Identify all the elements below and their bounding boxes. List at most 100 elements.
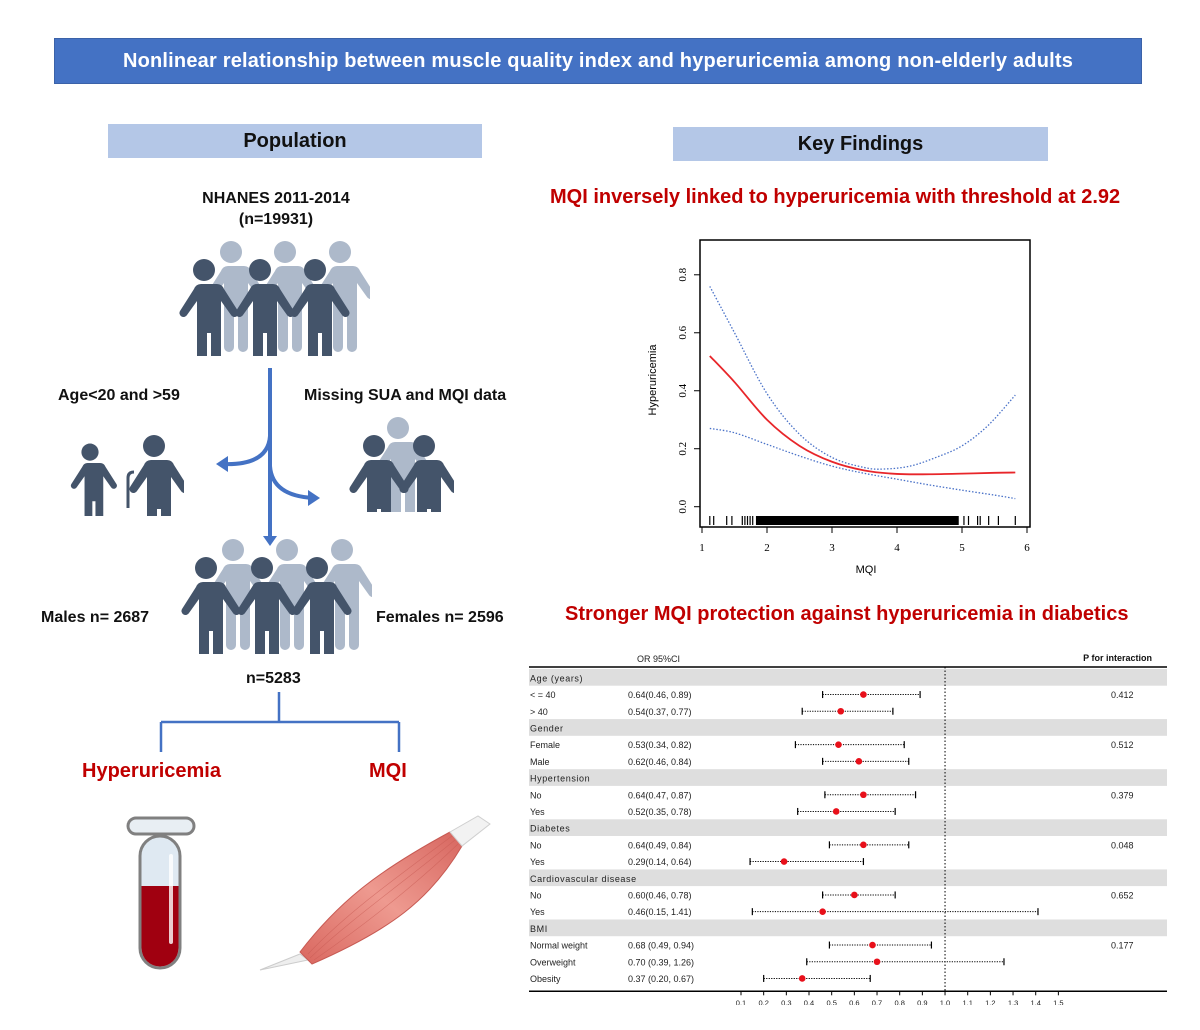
exclusion-age-label: Age<20 and >59 [58,387,180,404]
or-point [819,908,826,915]
group-row-bg [529,669,1167,686]
ci-line [709,286,1016,470]
group-row-bg [529,819,1167,836]
or-point [798,975,806,982]
row-or-text: 0.64(0.46, 0.89) [628,690,692,700]
x-tick-label: 5 [959,542,965,554]
x-tick-label: 1.4 [1030,998,1040,1005]
or-column-header: OR 95%CI [637,654,680,664]
row-or-text: 0.53(0.34, 0.82) [628,740,692,750]
forest-plot: OR 95%CI P for interaction Age (years) < = … [529,653,1167,1005]
p-value: 0.412 [1111,690,1134,700]
population-heading: Population [108,124,482,158]
row-label: Yes [530,857,545,867]
x-tick-label: 0.3 [781,998,791,1005]
y-axis-label: Hyperuricemia [647,344,659,416]
final-people-icon [181,539,372,654]
banner-title: Nonlinear relationship between muscle qu… [122,49,1074,72]
group-label: Diabetes [530,824,570,834]
row-or-text: 0.60(0.46, 0.78) [628,890,692,900]
row-or-text: 0.68 (0.49, 0.94) [628,941,694,951]
x-tick-label: 0.9 [917,998,927,1005]
row-or-text: 0.70 (0.39, 1.26) [628,957,694,967]
row-label: Female [530,740,560,750]
row-or-text: 0.64(0.47, 0.87) [628,790,692,800]
row-label: No [530,790,542,800]
x-tick-label: 0.6 [849,998,859,1005]
group-row-bg [529,719,1167,736]
y-tick-label: 0.6 [677,325,689,339]
plot-frame [699,239,1031,528]
outcome-hyperuricemia: Hyperuricemia [82,760,221,782]
group-row-bg [529,869,1167,887]
group-label: Hypertension [530,774,590,784]
x-axis-label: MQI [856,564,877,576]
row-or-text: 0.37 (0.20, 0.67) [628,974,694,984]
x-tick-label: 4 [894,542,900,554]
source-label: NHANES 2011-2014 (n=19931) [176,188,376,230]
x-tick-label: 1.0 [940,998,950,1005]
x-tick-label: 0.7 [872,998,882,1005]
or-point [860,841,867,849]
females-count: Females n= 2596 [376,609,504,626]
x-tick-label: 3 [829,542,835,554]
or-point [855,758,863,765]
or-point [780,858,788,865]
p-column-header: P for interaction [1083,653,1152,663]
row-label: Obesity [530,974,561,984]
group-label: Gender [530,723,564,733]
x-tick-label: 0.5 [826,998,836,1005]
row-or-text: 0.29(0.14, 0.64) [628,857,692,867]
row-label: Overweight [530,957,576,967]
group-label: Age (years) [530,673,583,683]
exclusion-missing-label: Missing SUA and MQI data [304,387,507,404]
row-or-text: 0.52(0.35, 0.78) [628,807,692,817]
or-point [873,958,881,966]
x-tick-label: 1 [699,542,705,554]
final-n-label: n=5283 [246,670,301,687]
p-value: 0.048 [1111,840,1134,850]
row-label: No [530,840,542,850]
males-count: Males n= 2687 [41,609,150,626]
y-tick-label: 0.8 [677,267,689,281]
row-or-text: 0.54(0.37, 0.77) [628,707,692,717]
or-point [851,891,858,899]
x-tick-label: 1.3 [1008,998,1018,1005]
row-or-text: 0.46(0.15, 1.41) [628,907,692,917]
finding-diabetes: Stronger MQI protection against hyperuri… [565,603,1129,625]
source-line1: NHANES 2011-2014 [202,190,350,207]
x-tick-label: 2 [764,542,770,554]
key-findings-heading-text: Key Findings [797,132,924,155]
p-value: 0.379 [1111,790,1134,800]
x-tick-label: 0.8 [894,998,904,1005]
x-tick-label: 6 [1024,542,1030,554]
key-findings-heading: Key Findings [673,127,1048,161]
group-label: Cardiovascular disease [530,874,637,884]
rcs-chart: 1 2 3 4 5 6 0.0 0.2 0.4 0.6 0.8 MQI Hyperuricemia [647,239,1031,576]
population-people-icon [179,241,370,356]
p-value: 0.177 [1111,941,1134,951]
row-or-text: 0.62(0.46, 0.84) [628,757,692,767]
y-tick-label: 0.0 [677,499,689,513]
row-label: Normal weight [530,941,588,951]
x-tick-label: 1.5 [1053,998,1063,1005]
or-point [837,707,845,715]
x-tick-label: 1.1 [962,998,972,1005]
or-point [869,941,876,949]
or-point [860,691,867,698]
fit-line [709,355,1016,476]
source-line2: (n=19931) [238,211,314,228]
or-point [835,741,842,748]
x-tick-label: 0.4 [804,998,814,1005]
title-banner: Nonlinear relationship between muscle qu… [54,38,1142,84]
row-label: Yes [530,807,545,817]
blood-tube-icon [126,816,196,970]
outcome-bracket [159,692,401,752]
missing-data-people-icon [349,417,454,512]
group-row-bg [529,769,1167,786]
group-row-bg [529,919,1167,937]
row-label: Male [530,757,550,767]
row-label: < = 40 [530,690,556,700]
child-elder-icon [70,435,184,516]
or-point [832,808,840,815]
